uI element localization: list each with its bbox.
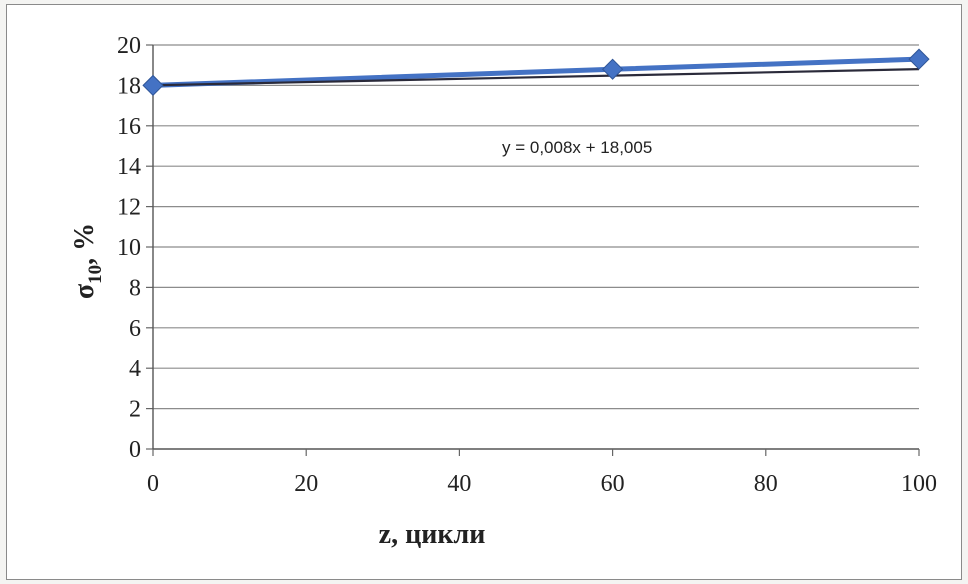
- axes: [146, 44, 920, 456]
- data-point-marker: [908, 48, 930, 70]
- y-axis-title-subscript: 10: [85, 265, 106, 284]
- y-tick-label: 6: [129, 316, 141, 342]
- x-tick-label: 20: [294, 471, 318, 497]
- y-tick-label: 12: [117, 195, 141, 221]
- x-tick-labels: 0 20 40 60 80 100: [147, 471, 937, 497]
- trendline-equation: y = 0,008x + 18,005: [502, 138, 652, 157]
- x-tick-label: 0: [147, 471, 159, 497]
- y-tick-label: 8: [129, 275, 141, 301]
- x-tick-label: 100: [901, 471, 937, 497]
- x-tick-label: 80: [754, 471, 778, 497]
- gridlines: [153, 44, 919, 410]
- y-tick-label: 18: [117, 73, 141, 99]
- y-tick-label: 4: [129, 356, 141, 382]
- x-tick-label: 60: [601, 471, 625, 497]
- x-axis-title: z, цикли: [379, 519, 486, 550]
- chart-svg: 0 2 4 6 8 10 12 14 16 18 20 0 20 40 60 80 100 y = 0,008…: [69, 33, 937, 550]
- y-tick-label: 16: [117, 114, 141, 140]
- y-tick-label: 20: [117, 33, 141, 59]
- y-axis-title-symbol: σ: [69, 283, 100, 299]
- y-tick-label: 14: [117, 154, 141, 180]
- chart-frame: 0 2 4 6 8 10 12 14 16 18 20 0 20 40 60 80 100 y = 0,008…: [6, 4, 962, 580]
- x-tick-label: 40: [447, 471, 471, 497]
- data-point-marker: [601, 58, 624, 80]
- y-tick-label: 2: [129, 397, 141, 423]
- y-axis-title-unit: , %: [69, 223, 100, 265]
- y-tick-labels: 0 2 4 6 8 10 12 14 16 18 20: [117, 33, 141, 463]
- data-point-marker: [142, 74, 164, 97]
- trendline: [152, 68, 920, 87]
- y-tick-label: 0: [129, 437, 141, 463]
- y-axis-title: σ10, %: [69, 223, 106, 299]
- plot-area: [142, 48, 930, 97]
- y-tick-label: 10: [117, 235, 141, 261]
